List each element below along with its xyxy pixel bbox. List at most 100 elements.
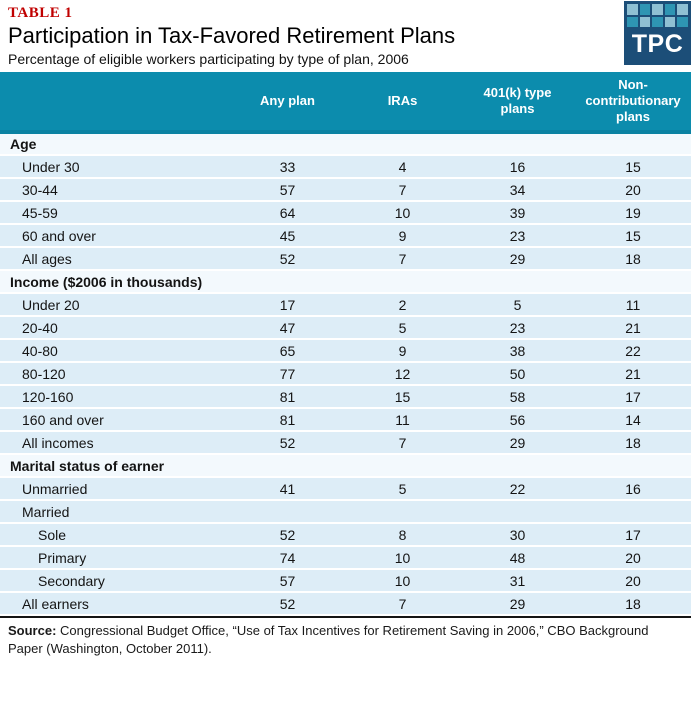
logo-square xyxy=(639,4,650,15)
value-cell xyxy=(230,500,345,524)
value-cell: 17 xyxy=(230,293,345,317)
empty-cell xyxy=(230,132,345,156)
value-cell: 20 xyxy=(575,178,691,202)
value-cell: 23 xyxy=(460,316,575,340)
row-label: Sole xyxy=(0,523,230,547)
table-row: 80-120 77 12 50 21 xyxy=(0,362,691,386)
value-cell: 8 xyxy=(345,523,460,547)
value-cell: 52 xyxy=(230,431,345,455)
value-cell: 5 xyxy=(345,477,460,501)
table-row: All ages 52 7 29 18 xyxy=(0,247,691,271)
value-cell: 58 xyxy=(460,385,575,409)
empty-cell xyxy=(460,454,575,478)
value-cell: 47 xyxy=(230,316,345,340)
empty-cell xyxy=(345,270,460,294)
value-cell: 17 xyxy=(575,523,691,547)
empty-cell xyxy=(345,132,460,156)
value-cell: 14 xyxy=(575,408,691,432)
value-cell xyxy=(460,500,575,524)
value-cell: 56 xyxy=(460,408,575,432)
row-label: Under 30 xyxy=(0,155,230,179)
tpc-logo: TPC xyxy=(624,1,691,65)
logo-square xyxy=(677,4,688,15)
value-cell: 33 xyxy=(230,155,345,179)
value-cell xyxy=(345,500,460,524)
empty-cell xyxy=(345,454,460,478)
value-cell: 34 xyxy=(460,178,575,202)
value-cell: 18 xyxy=(575,431,691,455)
logo-square xyxy=(639,16,650,27)
row-label: Secondary xyxy=(0,569,230,593)
value-cell: 20 xyxy=(575,569,691,593)
row-label: 120-160 xyxy=(0,385,230,409)
value-cell: 81 xyxy=(230,408,345,432)
source-text: Congressional Budget Office, “Use of Tax… xyxy=(8,623,649,657)
table-body: Age Under 30 33 4 16 15 30-44 57 7 34 20 45-59 64 10 3… xyxy=(0,132,691,616)
logo-squares-grid xyxy=(627,4,688,27)
value-cell: 29 xyxy=(460,431,575,455)
row-label: 160 and over xyxy=(0,408,230,432)
value-cell: 7 xyxy=(345,247,460,271)
empty-cell xyxy=(575,270,691,294)
value-cell: 29 xyxy=(460,592,575,616)
row-label: 40-80 xyxy=(0,339,230,363)
logo-text: TPC xyxy=(631,30,684,58)
value-cell: 57 xyxy=(230,569,345,593)
logo-square xyxy=(627,4,638,15)
column-header-any-plan: Any plan xyxy=(230,72,345,134)
row-label: All earners xyxy=(0,592,230,616)
value-cell: 21 xyxy=(575,316,691,340)
page-subtitle: Percentage of eligible workers participa… xyxy=(8,51,409,68)
table-row: All earners 52 7 29 18 xyxy=(0,592,691,616)
value-cell: 45 xyxy=(230,224,345,248)
row-label: Unmarried xyxy=(0,477,230,501)
column-header-noncontributionary: Non-contributionary plans xyxy=(575,72,691,134)
section-label: Income ($2006 in thousands) xyxy=(0,270,230,294)
value-cell: 15 xyxy=(575,224,691,248)
value-cell: 52 xyxy=(230,247,345,271)
value-cell: 4 xyxy=(345,155,460,179)
row-label: 80-120 xyxy=(0,362,230,386)
value-cell: 18 xyxy=(575,247,691,271)
row-label: 60 and over xyxy=(0,224,230,248)
table-row: 40-80 65 9 38 22 xyxy=(0,339,691,363)
table-row: 45-59 64 10 39 19 xyxy=(0,201,691,225)
header-row: Any plan IRAs 401(k) type plans Non-cont… xyxy=(0,72,691,134)
value-cell: 10 xyxy=(345,546,460,570)
row-label: Primary xyxy=(0,546,230,570)
value-cell: 29 xyxy=(460,247,575,271)
table-row: Under 20 17 2 5 11 xyxy=(0,293,691,317)
table-row: 160 and over 81 11 56 14 xyxy=(0,408,691,432)
row-label: Under 20 xyxy=(0,293,230,317)
value-cell: 10 xyxy=(345,569,460,593)
logo-square xyxy=(664,4,675,15)
value-cell: 11 xyxy=(575,293,691,317)
value-cell: 5 xyxy=(345,316,460,340)
column-header-iras: IRAs xyxy=(345,72,460,134)
value-cell: 16 xyxy=(575,477,691,501)
section-row: Marital status of earner xyxy=(0,454,691,478)
source-note: Source: Congressional Budget Office, “Us… xyxy=(0,618,691,658)
value-cell: 22 xyxy=(575,339,691,363)
logo-square xyxy=(652,4,663,15)
section-label: Marital status of earner xyxy=(0,454,230,478)
value-cell xyxy=(575,500,691,524)
row-label: All ages xyxy=(0,247,230,271)
value-cell: 23 xyxy=(460,224,575,248)
value-cell: 52 xyxy=(230,523,345,547)
logo-square-row xyxy=(627,4,688,15)
value-cell: 17 xyxy=(575,385,691,409)
table-row: Primary 74 10 48 20 xyxy=(0,546,691,570)
value-cell: 19 xyxy=(575,201,691,225)
value-cell: 9 xyxy=(345,339,460,363)
page-title: Participation in Tax-Favored Retirement … xyxy=(8,23,456,48)
value-cell: 57 xyxy=(230,178,345,202)
retirement-participation-table: Any plan IRAs 401(k) type plans Non-cont… xyxy=(0,72,691,618)
section-row: Income ($2006 in thousands) xyxy=(0,270,691,294)
logo-square xyxy=(627,16,638,27)
column-header-empty xyxy=(0,72,230,134)
table-row: 60 and over 45 9 23 15 xyxy=(0,224,691,248)
empty-cell xyxy=(575,132,691,156)
value-cell: 30 xyxy=(460,523,575,547)
